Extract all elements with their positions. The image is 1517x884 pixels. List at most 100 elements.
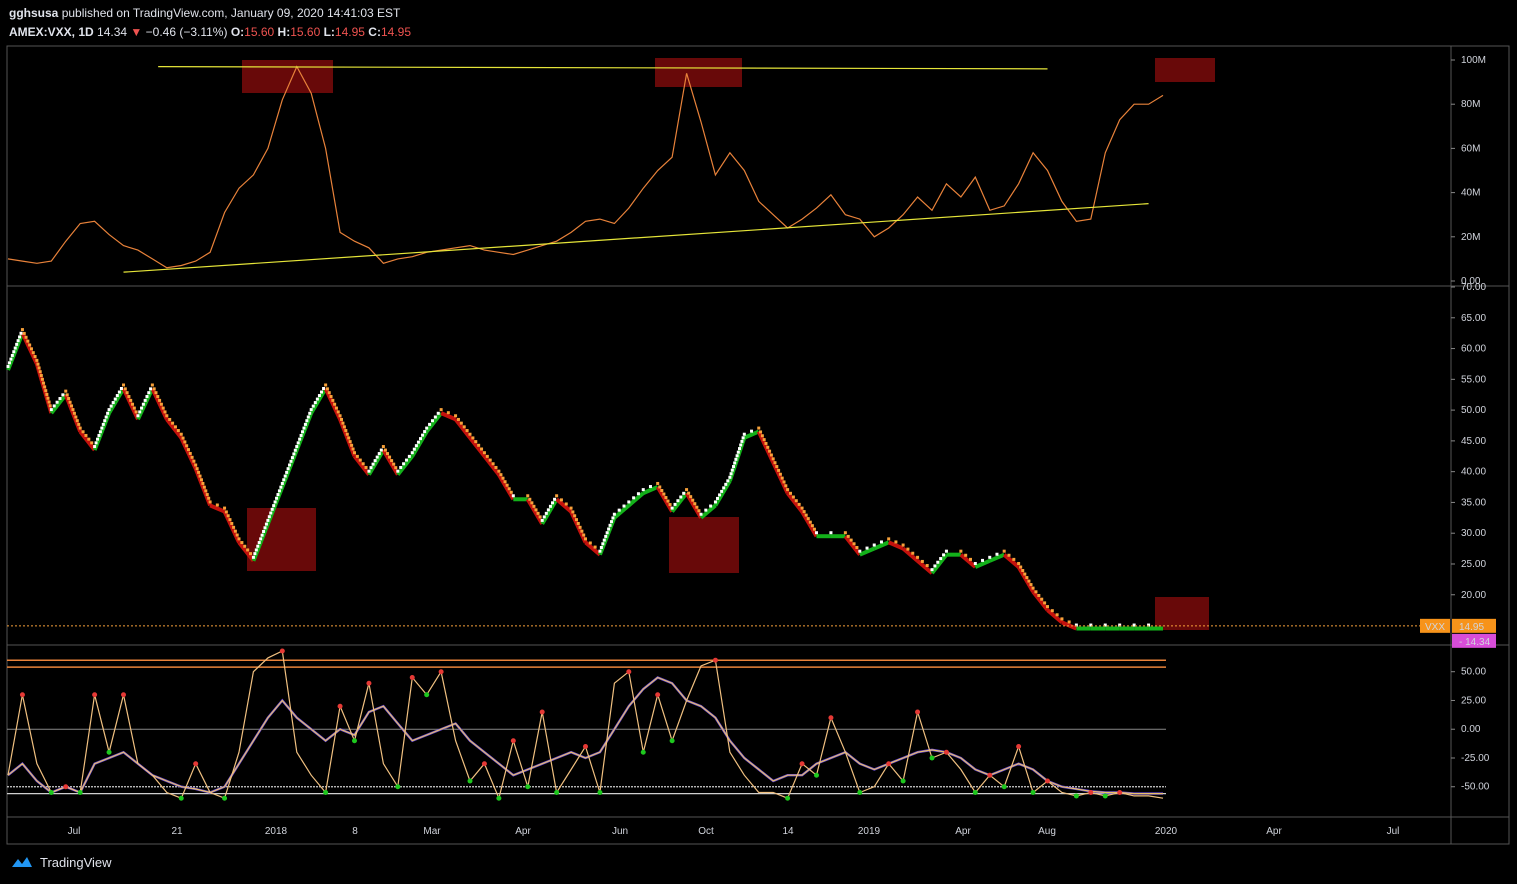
renko-brick: [283, 474, 287, 478]
renko-brick: [456, 417, 460, 421]
renko-brick: [342, 425, 346, 429]
renko-brick: [107, 408, 111, 412]
renko-brick: [697, 509, 701, 513]
renko-brick: [641, 488, 645, 492]
trough-dot: [178, 795, 184, 801]
trend-ribbon-segment: [78, 430, 97, 452]
footer-brand[interactable]: TradingView: [10, 854, 112, 870]
trend-ribbon-segment: [713, 479, 732, 507]
renko-brick: [676, 499, 680, 503]
renko-brick: [327, 391, 331, 395]
renko-brick: [760, 434, 764, 438]
renko-brick: [410, 451, 414, 455]
peak-dot: [915, 709, 921, 715]
publish-line: gghsusa published on TradingView.com, Ja…: [9, 6, 400, 20]
renko-brick: [648, 485, 652, 489]
renko-brick: [198, 474, 202, 478]
renko-brick: [10, 353, 14, 357]
renko-brick: [42, 381, 46, 385]
renko-brick: [777, 468, 781, 472]
renko-brick: [564, 502, 568, 506]
renko-brick: [685, 488, 689, 492]
renko-brick: [574, 518, 578, 522]
renko-brick: [375, 455, 379, 459]
renko-brick: [532, 504, 536, 508]
renko-brick: [687, 491, 691, 495]
y-tick-label: 50.00: [1461, 405, 1486, 416]
renko-brick: [279, 485, 283, 489]
renko-brick: [402, 462, 406, 466]
renko-brick: [735, 454, 739, 458]
renko-brick: [65, 393, 69, 397]
renko-brick: [695, 505, 699, 509]
renko-brick: [942, 553, 946, 557]
renko-brick: [419, 437, 422, 441]
renko-brick: [636, 492, 640, 496]
renko-brick: [593, 545, 597, 549]
high-value: 15.60: [290, 25, 321, 39]
renko-brick: [1055, 613, 1059, 617]
renko-brick: [559, 498, 563, 502]
renko-brick: [87, 437, 91, 441]
trend-ribbon-segment: [974, 558, 991, 569]
renko-brick: [810, 524, 814, 528]
renko-brick: [713, 500, 717, 504]
renko-brick: [906, 547, 910, 551]
renko-brick: [728, 475, 732, 479]
renko-brick: [739, 443, 743, 447]
renko-brick: [207, 496, 211, 500]
renko-brick: [724, 482, 728, 486]
trend-ribbon-segment: [642, 485, 659, 495]
renko-brick: [548, 504, 552, 508]
renko-brick: [709, 504, 713, 508]
close-value: 14.95: [380, 25, 411, 39]
renko-brick: [100, 426, 104, 430]
price-change: −0.46 (−3.11%): [145, 25, 228, 39]
renko-brick: [808, 520, 812, 524]
renko-brick: [553, 497, 557, 501]
trough-dot: [395, 784, 401, 790]
publisher-name[interactable]: gghsusa: [9, 6, 59, 20]
trough-dot: [467, 778, 473, 784]
renko-brick: [872, 543, 876, 547]
renko-brick: [350, 443, 354, 447]
renko-brick: [430, 419, 434, 423]
renko-brick: [433, 415, 437, 419]
renko-brick: [964, 553, 968, 557]
renko-brick: [1029, 583, 1033, 587]
trend-ribbon-segment: [930, 553, 949, 575]
renko-brick: [534, 508, 538, 512]
peak-dot: [63, 784, 69, 790]
renko-brick: [293, 448, 297, 452]
peak-dot: [193, 761, 199, 767]
renko-brick: [190, 455, 194, 459]
trend-ribbon-segment: [468, 436, 487, 458]
renko-brick: [383, 448, 387, 452]
y-tick-label: 25.00: [1461, 695, 1486, 706]
renko-brick: [237, 537, 241, 541]
y-tick-label: 35.00: [1461, 497, 1486, 508]
renko-brick: [736, 450, 740, 454]
renko-brick: [762, 438, 766, 442]
renko-brick: [462, 425, 466, 429]
x-axis-label: 8: [352, 826, 358, 837]
renko-brick: [759, 430, 763, 434]
renko-brick: [273, 500, 277, 504]
y-tick-label: 60.00: [1461, 344, 1486, 355]
renko-brick: [488, 458, 492, 462]
renko-brick: [113, 397, 117, 401]
renko-brick: [1019, 565, 1023, 569]
renko-brick: [325, 387, 329, 391]
renko-brick: [507, 487, 511, 491]
renko-brick: [494, 465, 498, 469]
peak-dot: [1016, 743, 1022, 749]
renko-brick: [33, 355, 37, 359]
renko-brick: [331, 398, 335, 402]
renko-brick: [324, 383, 328, 387]
renko-brick: [215, 503, 219, 507]
renko-brick: [497, 469, 501, 473]
trend-ribbon-segment: [1061, 620, 1078, 631]
renko-brick: [988, 555, 992, 559]
y-tick-label: 55.00: [1461, 374, 1486, 385]
